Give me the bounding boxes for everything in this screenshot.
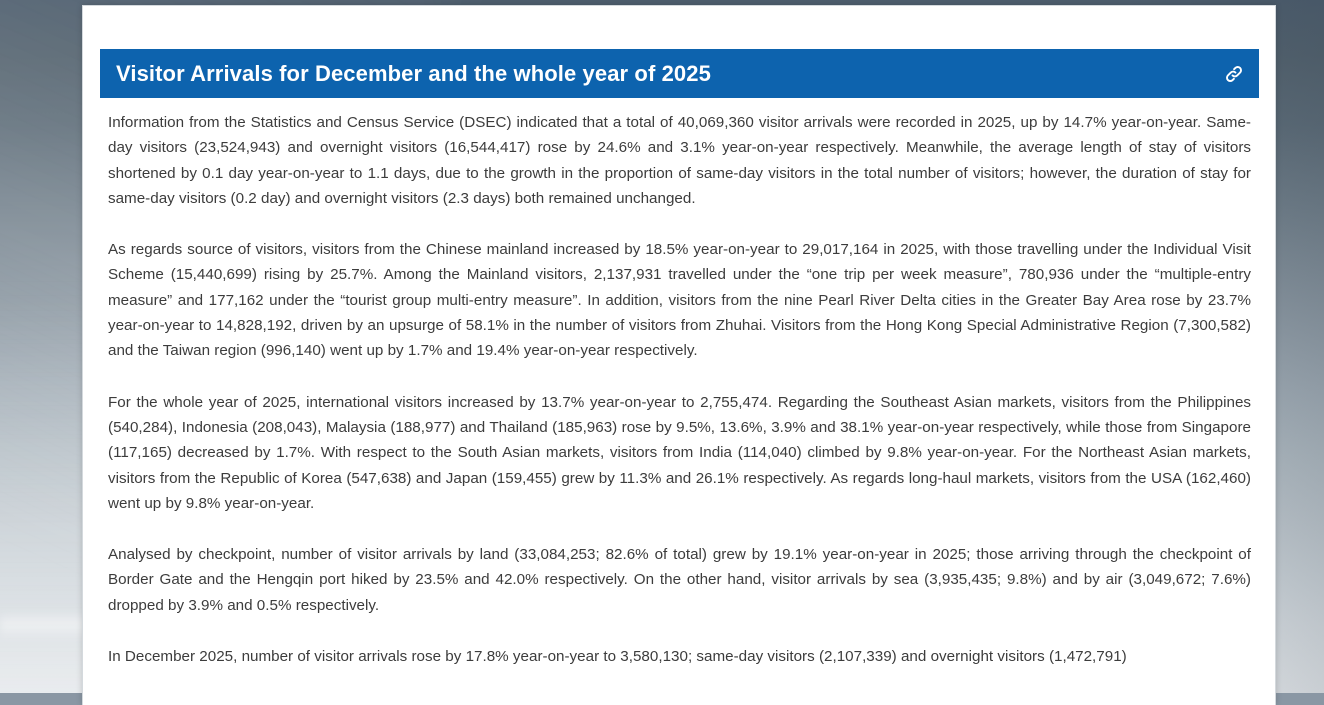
content-card: Visitor Arrivals for December and the wh… <box>82 5 1276 705</box>
article-paragraph: As regards source of visitors, visitors … <box>108 237 1251 363</box>
link-icon[interactable] <box>1223 63 1245 85</box>
page-title: Visitor Arrivals for December and the wh… <box>116 61 711 87</box>
article-paragraph: For the whole year of 2025, internationa… <box>108 390 1251 516</box>
article-paragraph: In December 2025, number of visitor arri… <box>108 644 1251 669</box>
article-header-bar: Visitor Arrivals for December and the wh… <box>100 49 1259 98</box>
article-body: Information from the Statistics and Cens… <box>108 110 1251 669</box>
article-paragraph: Information from the Statistics and Cens… <box>108 110 1251 211</box>
article-paragraph: Analysed by checkpoint, number of visito… <box>108 542 1251 618</box>
